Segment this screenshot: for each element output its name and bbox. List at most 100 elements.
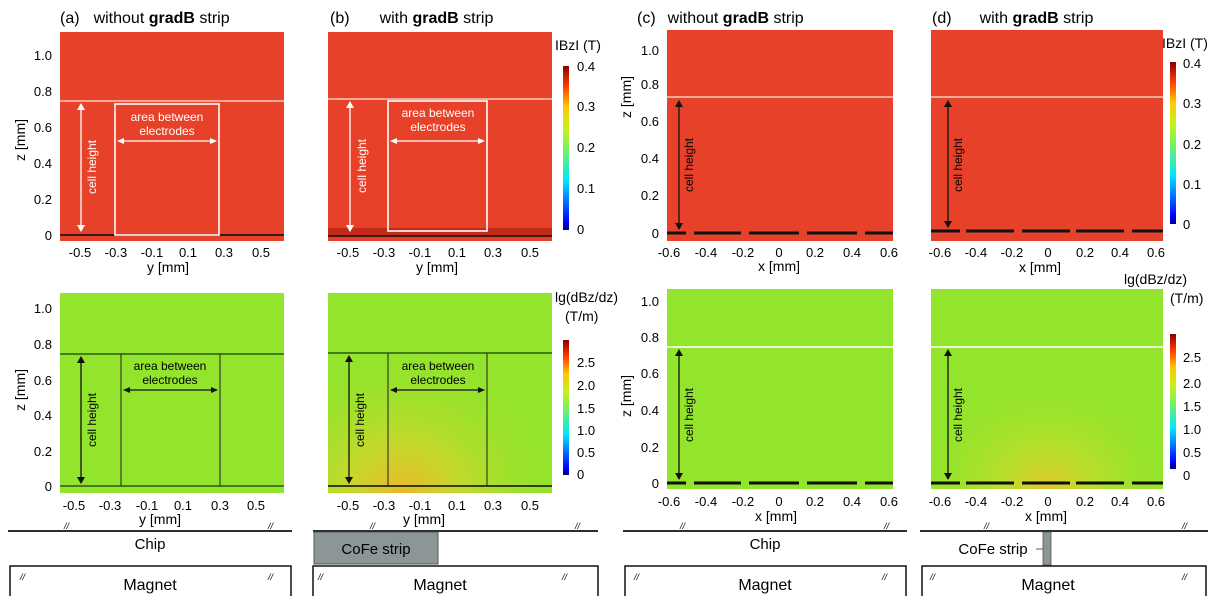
y-axis-label: y [mm]	[416, 259, 458, 275]
panel-b: (b) with gradB strip cell height area bet…	[312, 10, 618, 596]
svg-text:0: 0	[775, 245, 782, 260]
svg-text:-0.2: -0.2	[1001, 245, 1023, 260]
svg-text:(T/m): (T/m)	[565, 308, 598, 324]
x-axis-label: x [mm]	[1019, 259, 1061, 275]
svg-text:0.6: 0.6	[1147, 245, 1165, 260]
svg-text:0.5: 0.5	[252, 245, 270, 260]
svg-text:-0.4: -0.4	[965, 494, 987, 509]
svg-text:0.1: 0.1	[448, 498, 466, 513]
svg-text:0: 0	[652, 476, 659, 491]
svg-text:0.4: 0.4	[1111, 245, 1129, 260]
svg-text:0.5: 0.5	[1183, 445, 1201, 460]
svg-text:0: 0	[1183, 217, 1190, 232]
svg-text:0.2: 0.2	[577, 140, 595, 155]
svg-text:0.1: 0.1	[577, 181, 595, 196]
area-label-line2: electrodes	[410, 373, 465, 387]
cell-height-label: cell height	[682, 387, 696, 442]
panel-d: (d) with gradB strip cell height -0.6 -0.…	[920, 10, 1208, 596]
y-tick-labels: -0.5 -0.3 -0.1 0.1 0.3 0.5	[337, 245, 539, 260]
colorbar-top	[563, 66, 569, 230]
x-tick-labels: -0.6 -0.4 -0.2 0 0.2 0.4 0.6	[658, 494, 898, 509]
x-tick-labels: -0.6 -0.4 -0.2 0 0.2 0.4 0.6	[658, 245, 898, 260]
x-tick-labels: -0.6 -0.4 -0.2 0 0.2 0.4 0.6	[929, 494, 1165, 509]
svg-text:-0.3: -0.3	[373, 245, 395, 260]
svg-text:1.5: 1.5	[577, 401, 595, 416]
magnet-label: Magnet	[123, 577, 177, 594]
svg-text:0.2: 0.2	[1076, 245, 1094, 260]
magnet-block	[921, 565, 1207, 596]
svg-text:0.6: 0.6	[641, 114, 659, 129]
svg-text:0.2: 0.2	[1183, 137, 1201, 152]
svg-text:-0.4: -0.4	[695, 245, 717, 260]
svg-text:0.4: 0.4	[1183, 56, 1201, 71]
svg-text://: //	[63, 521, 71, 531]
field-map-b	[328, 32, 552, 241]
svg-text:-0.1: -0.1	[141, 245, 163, 260]
svg-text:0.2: 0.2	[34, 192, 52, 207]
svg-text:0.4: 0.4	[843, 494, 861, 509]
svg-text:0.8: 0.8	[34, 84, 52, 99]
svg-text:0.6: 0.6	[1147, 494, 1165, 509]
area-label-line1: area between	[402, 359, 475, 373]
svg-text://: //	[317, 572, 325, 582]
y-axis-label: y [mm]	[403, 511, 445, 527]
panel-b-title: (b) with gradB strip	[330, 10, 493, 27]
svg-text:0.1: 0.1	[1183, 177, 1201, 192]
area-label-line1: area between	[402, 106, 475, 120]
y-tick-labels: -0.5 -0.3 -0.1 0.1 0.3 0.5	[337, 498, 539, 513]
svg-text:-0.1: -0.1	[409, 245, 431, 260]
z-axis-label: z [mm]	[12, 369, 28, 411]
svg-text:0: 0	[45, 479, 52, 494]
colorbar-top	[1170, 62, 1176, 224]
cell-height-label: cell height	[682, 137, 696, 192]
cell-height-label: cell height	[85, 139, 99, 194]
svg-text:0.2: 0.2	[806, 494, 824, 509]
svg-text:0.1: 0.1	[179, 245, 197, 260]
gradient-map-a	[60, 293, 284, 493]
svg-text:0.3: 0.3	[215, 245, 233, 260]
svg-text:0.3: 0.3	[211, 498, 229, 513]
area-label-line2: electrodes	[142, 373, 197, 387]
field-map-d	[931, 30, 1163, 241]
svg-text:-0.3: -0.3	[373, 498, 395, 513]
svg-text:0.5: 0.5	[521, 245, 539, 260]
panel-c-title: (c) without gradB strip	[637, 10, 804, 27]
x-axis-label: x [mm]	[758, 258, 800, 274]
svg-text:0.2: 0.2	[641, 440, 659, 455]
panel-a-title: (a) without gradB strip	[60, 10, 230, 27]
colorbar-top-ticks: 0 0.1 0.2 0.3 0.4	[1183, 56, 1201, 232]
svg-text:-0.4: -0.4	[965, 245, 987, 260]
svg-text:1.0: 1.0	[641, 43, 659, 58]
svg-text:2.0: 2.0	[577, 378, 595, 393]
svg-text:0.3: 0.3	[577, 99, 595, 114]
svg-text:1.5: 1.5	[1183, 399, 1201, 414]
svg-text:1.0: 1.0	[34, 301, 52, 316]
z-tick-labels: 0 0.2 0.4 0.6 0.8 1.0	[34, 301, 52, 494]
colorbar-bottom-title: lg(dBz/dz)	[1124, 271, 1187, 287]
colorbar-bottom-ticks: 0 0.5 1.0 1.5 2.0 2.5	[1183, 350, 1201, 483]
svg-text://: //	[19, 572, 27, 582]
z-tick-labels: 0 0.2 0.4 0.6 0.8 1.0	[641, 294, 659, 491]
cell-height-label: cell height	[355, 138, 369, 193]
svg-text://: //	[983, 521, 991, 531]
svg-text:-0.6: -0.6	[658, 245, 680, 260]
field-map-c	[667, 30, 893, 241]
svg-text:0: 0	[577, 467, 584, 482]
z-axis-label: z [mm]	[618, 76, 634, 118]
svg-text:1.0: 1.0	[1183, 422, 1201, 437]
svg-text:0.6: 0.6	[641, 366, 659, 381]
chip-label: Chip	[135, 536, 166, 553]
cell-height-label: cell height	[85, 392, 99, 447]
svg-text:2.5: 2.5	[577, 355, 595, 370]
electrode-area-box	[387, 100, 488, 232]
svg-text:-0.5: -0.5	[63, 498, 85, 513]
svg-text:0.8: 0.8	[34, 337, 52, 352]
x-axis-label: x [mm]	[1025, 508, 1067, 524]
magnet-label: Magnet	[738, 577, 792, 594]
field-map-a	[60, 32, 284, 241]
svg-text://: //	[369, 521, 377, 531]
svg-text:-0.3: -0.3	[105, 245, 127, 260]
area-label-line2: electrodes	[139, 124, 194, 138]
svg-text:1.0: 1.0	[34, 48, 52, 63]
cell-height-label: cell height	[951, 137, 965, 192]
